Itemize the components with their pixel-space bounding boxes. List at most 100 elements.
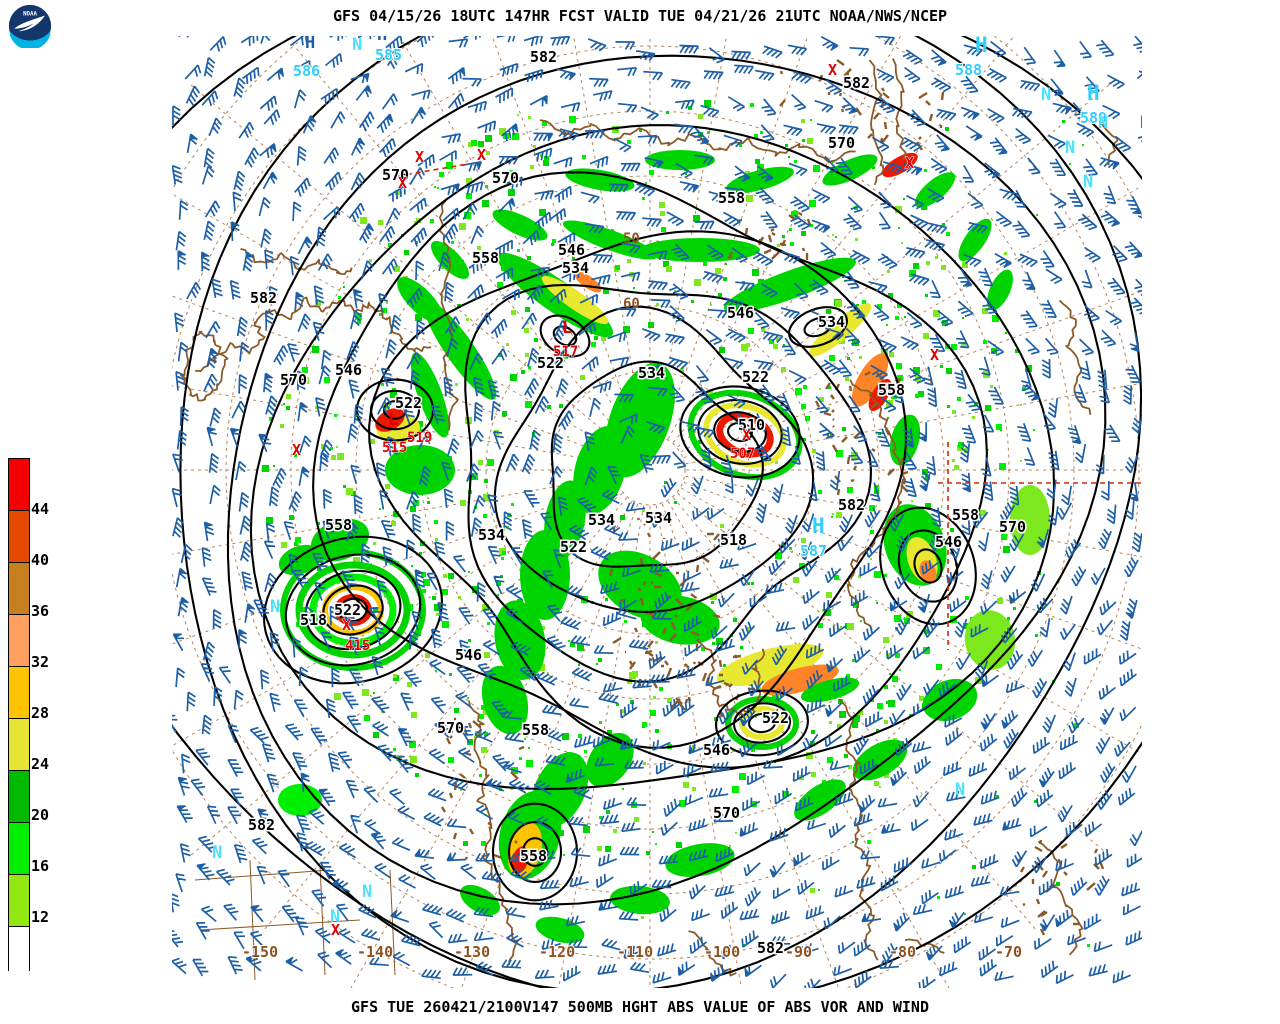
noaa-logo-swoosh: [9, 31, 51, 48]
contour-label: 522: [560, 538, 587, 556]
contour-label: 570: [437, 719, 464, 737]
contour-label: 546: [727, 304, 754, 322]
vorticity-blob: [573, 426, 627, 514]
colorbar-segment: [8, 510, 30, 562]
n-marker: N: [1065, 138, 1075, 158]
closed-low-contour: [539, 314, 591, 358]
high-marker-blue: H: [1140, 113, 1150, 133]
noaa-logo-bird-icon: [14, 15, 45, 32]
vorticity-blob: [309, 573, 397, 647]
closed-low-contour: [697, 399, 783, 465]
noaa-logo-text: NOAA: [23, 11, 37, 17]
colorbar-segment: [8, 874, 30, 926]
vorticity-value-label: 507: [730, 446, 755, 462]
noaa-logo-circle: [8, 4, 52, 48]
longitude-label: -140: [357, 943, 393, 961]
contour-label: 522: [334, 601, 361, 619]
border-line: [199, 919, 361, 931]
contour-label: 558: [878, 381, 905, 399]
n-marker: N: [330, 907, 340, 927]
contour-label: 522: [742, 368, 769, 386]
n-marker: N: [1098, 113, 1108, 133]
closed-low-contour: [552, 325, 578, 347]
contour-label: 546: [335, 361, 362, 379]
vorticity-blob: [724, 257, 856, 313]
high-value-label: 588: [955, 61, 982, 79]
colorbar-segment: [8, 822, 30, 874]
colorbar-value: 32: [31, 653, 50, 671]
closed-low-contour: [733, 702, 791, 744]
high-marker: H: [812, 514, 825, 538]
longitude-label: -70: [995, 943, 1022, 961]
vorticity-blob: [882, 152, 918, 178]
latitude-label: 60: [623, 296, 640, 312]
height-contour: [493, 305, 815, 613]
contour-label: 570: [828, 134, 855, 152]
height-contour: [226, 54, 1107, 906]
n-marker: N: [212, 843, 222, 863]
longitude-label: -100: [704, 943, 740, 961]
vorticity-blob: [640, 595, 720, 645]
vorticity-max-marker: X: [742, 426, 751, 444]
colorbar-segment: [8, 718, 30, 770]
noaa-logo: NOAA: [8, 4, 52, 48]
high-marker: H: [975, 33, 988, 57]
contour-label: 534: [588, 511, 615, 529]
contour-label: 522: [762, 709, 789, 727]
closed-low-contour: [284, 553, 422, 667]
vorticity-max-marker: X: [292, 441, 301, 459]
contour-label: 558: [522, 721, 549, 739]
red-graticule-layer: [397, 163, 1142, 650]
low-marker: L: [388, 410, 398, 430]
vorticity-blob: [295, 561, 411, 659]
contour-label: 570: [713, 804, 740, 822]
closed-low-contour: [715, 689, 809, 757]
vorticity-max-marker: X: [331, 921, 340, 939]
vorticity-value-label: 519: [407, 430, 432, 446]
coastline: [1098, 119, 1119, 166]
high-value-label: 586: [293, 62, 320, 80]
contour-label: 582: [248, 816, 275, 834]
closed-low-contour: [788, 306, 848, 348]
longitude-label: -130: [454, 943, 490, 961]
coastline: [1037, 840, 1084, 956]
high-value-label: 585: [375, 46, 402, 64]
vorticity-blob: [531, 752, 589, 828]
high-marker: H: [1087, 81, 1100, 105]
longitude-label: -90: [785, 943, 812, 961]
coastline: [468, 700, 519, 966]
contour-label: 522: [537, 354, 564, 372]
contour-label: 570: [280, 371, 307, 389]
closed-low-contour: [263, 535, 443, 685]
vorticity-blob: [481, 665, 529, 735]
longitude-label: -120: [539, 943, 575, 961]
n-marker: N: [1041, 85, 1051, 105]
vorticity-blob: [397, 277, 443, 323]
border-line: [194, 869, 331, 881]
closed-low-contour: [338, 597, 368, 623]
vorticity-blob: [922, 678, 978, 722]
vorticity-value-label: 517: [553, 344, 578, 360]
contour-label: 558: [325, 516, 352, 534]
colorbar-segment: [8, 770, 30, 822]
colorbar-value: 36: [31, 602, 50, 620]
high-marker-blue: H: [377, 25, 387, 45]
closed-low-contour: [803, 316, 833, 338]
vorticity-blob: [610, 885, 670, 915]
vorticity-blob: [562, 220, 658, 260]
vorticity-blob: [761, 664, 839, 696]
vorticity-blob: [794, 779, 846, 821]
vorticity-blob: [726, 166, 794, 194]
contour-label: 522: [395, 394, 422, 412]
vorticity-blob: [278, 544, 322, 576]
contour-label: 570: [382, 166, 409, 184]
contour-label: 534: [645, 509, 672, 527]
vorticity-max-marker: X: [415, 148, 424, 166]
contour-label: 582: [838, 496, 865, 514]
contour-label: 510: [738, 416, 765, 434]
contour-label: 546: [558, 241, 585, 259]
high-value-label: 587: [800, 542, 827, 560]
vorticity-blob: [851, 353, 889, 407]
latitude-label: 50: [623, 231, 640, 247]
